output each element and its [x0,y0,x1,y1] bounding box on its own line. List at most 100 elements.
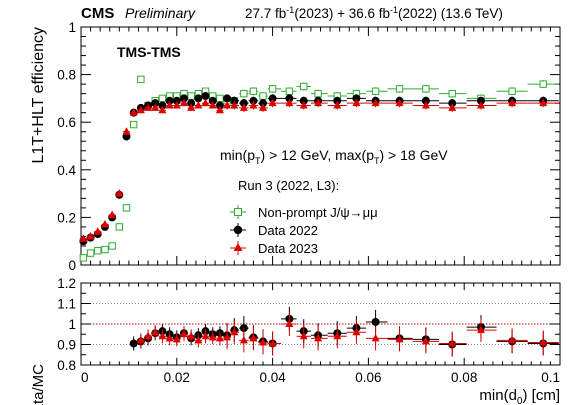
top-y-axis-title: L1T+HLT efficiency [30,27,47,164]
data-point [215,333,224,342]
data-point [108,210,117,219]
data-point [187,92,195,100]
data-point [144,103,153,111]
data-point [239,335,248,344]
data-point [299,101,308,109]
data-point [421,101,430,109]
data-point [395,334,404,343]
data-point [151,103,160,111]
data-point [299,331,308,340]
data-point [194,335,203,344]
data-point [187,331,196,340]
data-point [101,245,109,254]
ratio-points [129,306,559,357]
category-label: TMS-TMS [117,44,181,60]
data-point [230,101,239,109]
data-point [223,94,232,103]
data-point [137,75,145,84]
data-point [216,94,224,103]
legend: Non-prompt J/ψ→μμ Data 2022 Data 2023 [230,205,378,256]
data-point [86,231,95,240]
bottom-y-tick-label: 1 [68,317,76,332]
data-point [129,120,138,129]
data-point [371,333,380,342]
data-point [165,333,174,342]
data-point [240,89,248,98]
x-tick-label: 0.04 [259,370,286,385]
data-point [151,99,160,108]
data-point [508,335,517,344]
bottom-y-axis-title: Data/MC [30,364,47,405]
data-point [476,325,485,334]
data-point [333,331,342,340]
data-point [179,329,188,338]
top-y-tick-label: 0.4 [57,163,76,178]
data-point [508,98,517,107]
data-point [230,96,239,105]
lumi-label: 27.7 fb-1(2023) + 36.6 fb-1(2022) (13.6 … [245,5,503,21]
data-point [201,98,210,107]
data-point [371,98,380,107]
data-point [208,101,217,109]
data-point [249,333,258,342]
data-point [448,338,457,347]
data-point [158,101,167,110]
data-point [314,333,323,342]
data-point [215,105,224,114]
run-label: Run 3 (2022, L3): [238,178,339,193]
efficiency-points [79,75,559,262]
top-y-tick-label: 0 [68,258,76,273]
data-point [129,339,138,348]
data-point [108,242,116,250]
series-triangle [79,98,559,242]
data-point [215,101,224,110]
data-point [230,327,239,336]
data-point [259,103,268,111]
data-point [314,89,322,98]
data-point [158,94,167,103]
data-point [136,105,145,114]
data-point [268,338,277,347]
data-point [187,103,196,111]
data-point [129,108,138,116]
data-point [194,94,203,103]
data-point [352,94,361,103]
data-point [239,99,248,108]
cut-label: min(pT) > 12 GeV, max(pT) > 18 GeV [220,147,448,166]
x-tick-label: 0 [81,370,89,385]
data-point [476,96,485,105]
data-point [539,98,548,107]
data-point [100,220,109,228]
bottom-y-tick-labels: 0.8 0.9 1 1.1 1.2 [57,276,76,373]
data-point [158,331,167,340]
data-point [165,101,174,109]
data-point [208,96,217,105]
data-point [285,94,294,103]
data-point [249,96,258,105]
data-point [371,317,380,326]
data-point [158,105,167,114]
top-y-tick-label: 1 [68,20,76,35]
data-point [122,127,131,135]
data-point [421,96,430,105]
efficiency-panel [80,26,561,266]
series-triangle [136,312,559,356]
data-point [333,101,342,109]
data-point [268,85,277,93]
series-circle [129,306,559,357]
data-point [314,98,323,107]
data-point [371,87,380,95]
data-point [395,85,404,93]
data-point [179,94,188,103]
data-point [172,101,181,109]
x-axis-title: min(d0) [cm] [479,387,560,405]
data-point [448,99,457,108]
legend-label: Data 2023 [258,241,318,256]
series-open-square [79,75,559,262]
data-point [422,85,430,93]
data-point [122,204,131,212]
bottom-y-tick-label: 1.2 [57,276,76,291]
top-y-tick-labels: 0 0.2 0.4 0.6 0.8 1 [57,20,76,273]
data-point [201,331,210,340]
